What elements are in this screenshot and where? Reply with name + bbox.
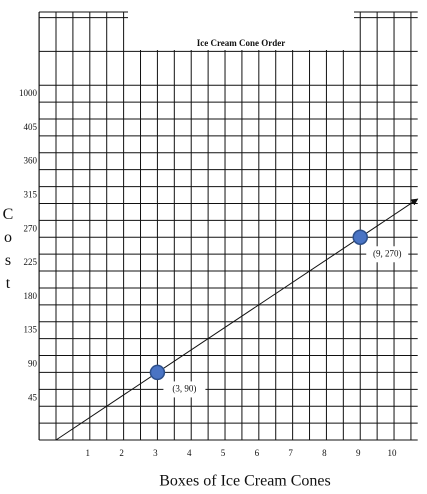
label-background <box>163 381 206 398</box>
y-tick-label: 315 <box>24 190 38 200</box>
x-tick-label: 1 <box>86 448 91 458</box>
x-tick-label: 4 <box>187 448 192 458</box>
y-tick-label: 225 <box>24 257 38 267</box>
x-tick-label: 5 <box>221 448 226 458</box>
y-tick-label: 405 <box>24 122 38 132</box>
chart-title: Ice Cream Cone Order <box>197 38 286 48</box>
x-tick-label: 9 <box>356 448 361 458</box>
y-tick-label: 90 <box>28 358 38 368</box>
x-tick-label: 3 <box>153 448 158 458</box>
y-tick-label: 180 <box>24 291 38 301</box>
y-tick-label: 270 <box>24 223 38 233</box>
title-background <box>128 8 354 50</box>
data-point <box>149 364 166 381</box>
data-label: (3, 90) <box>172 383 196 393</box>
x-tick-label: 7 <box>288 448 293 458</box>
y-tick-label: 360 <box>24 156 38 166</box>
y-tick-label: 135 <box>24 325 38 335</box>
x-tick-label: 6 <box>255 448 260 458</box>
data-label: (9, 270) <box>373 248 402 258</box>
y-tick-label: 1000 <box>19 88 38 98</box>
x-tick-label: 2 <box>119 448 124 458</box>
x-tick-label: 10 <box>388 448 398 458</box>
y-tick-label: 45 <box>28 392 38 402</box>
data-point <box>352 229 368 246</box>
x-tick-label: 8 <box>322 448 327 458</box>
x-axis-label: Boxes of Ice Cream Cones <box>159 473 331 490</box>
label-background <box>366 246 409 263</box>
